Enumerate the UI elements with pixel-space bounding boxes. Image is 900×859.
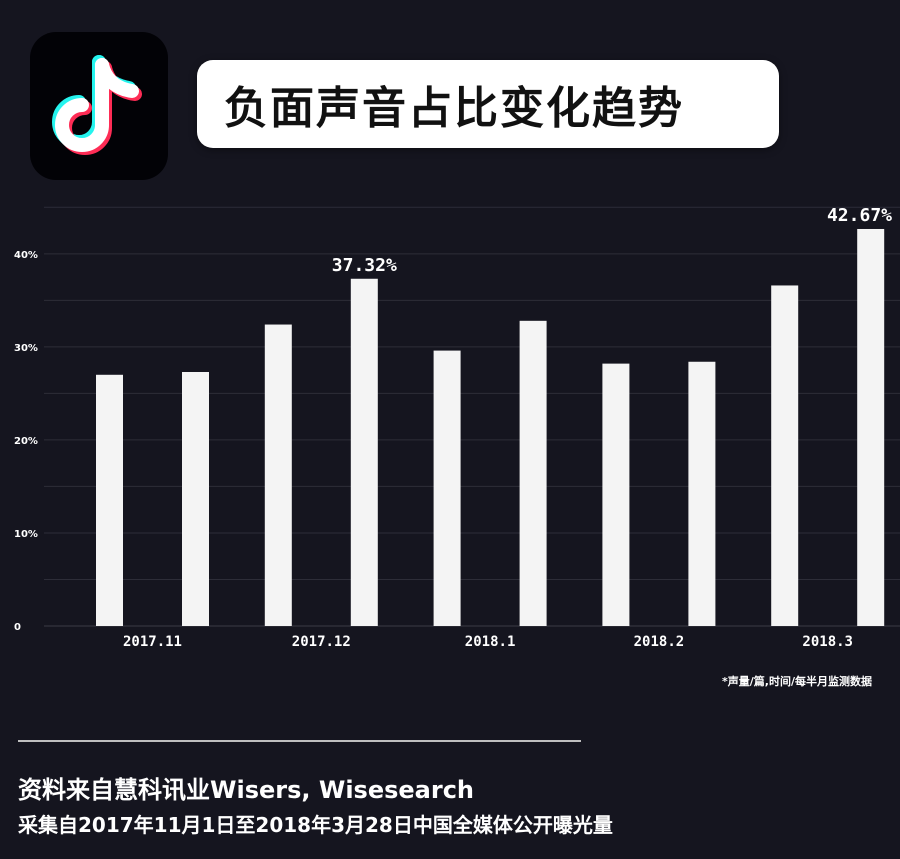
bar [602, 363, 630, 626]
y-tick-label: 40% [14, 250, 38, 261]
y-tick-label: 30% [14, 343, 38, 354]
y-tick-label: 20% [14, 436, 38, 447]
bar [519, 320, 547, 626]
title-banner: 负面声音占比变化趋势 [197, 60, 779, 148]
data-label: 37.32% [332, 255, 397, 276]
bar [433, 350, 461, 626]
x-tick-label: 2018.3 [802, 634, 853, 650]
x-tick-label: 2018.2 [634, 634, 685, 650]
footer-divider [18, 740, 581, 742]
bar [857, 228, 885, 627]
app-logo [30, 32, 168, 180]
x-tick-label: 2017.11 [123, 634, 182, 650]
chart-svg: 0 10% 20% 30% 40% 2017.11 2017.12 2018.1 2018.2 2… [14, 205, 900, 650]
bar [264, 324, 292, 626]
source-line-2: 采集自2017年11月1日至2018年3月28日中国全媒体公开曝光量 [18, 813, 613, 837]
data-label: 42.67% [827, 205, 892, 226]
bar [771, 285, 799, 626]
data-note: *声量/篇,时间/每半月监测数据 [722, 675, 872, 688]
x-tick-label: 2017.12 [292, 634, 351, 650]
tiktok-note-icon [52, 55, 142, 155]
y-tick-label: 0 [14, 622, 21, 633]
bar [182, 371, 209, 626]
source-line-1: 资料来自慧科讯业Wisers, Wisesearch [18, 776, 475, 804]
bar [688, 361, 716, 626]
chart-title: 负面声音占比变化趋势 [224, 83, 684, 134]
x-tick-label: 2018.1 [465, 634, 516, 650]
bar [96, 374, 123, 626]
bar [350, 278, 378, 626]
bar-chart: 0 10% 20% 30% 40% 2017.11 2017.12 2018.1 2018.2 2… [0, 190, 900, 660]
y-tick-label: 10% [14, 529, 38, 540]
